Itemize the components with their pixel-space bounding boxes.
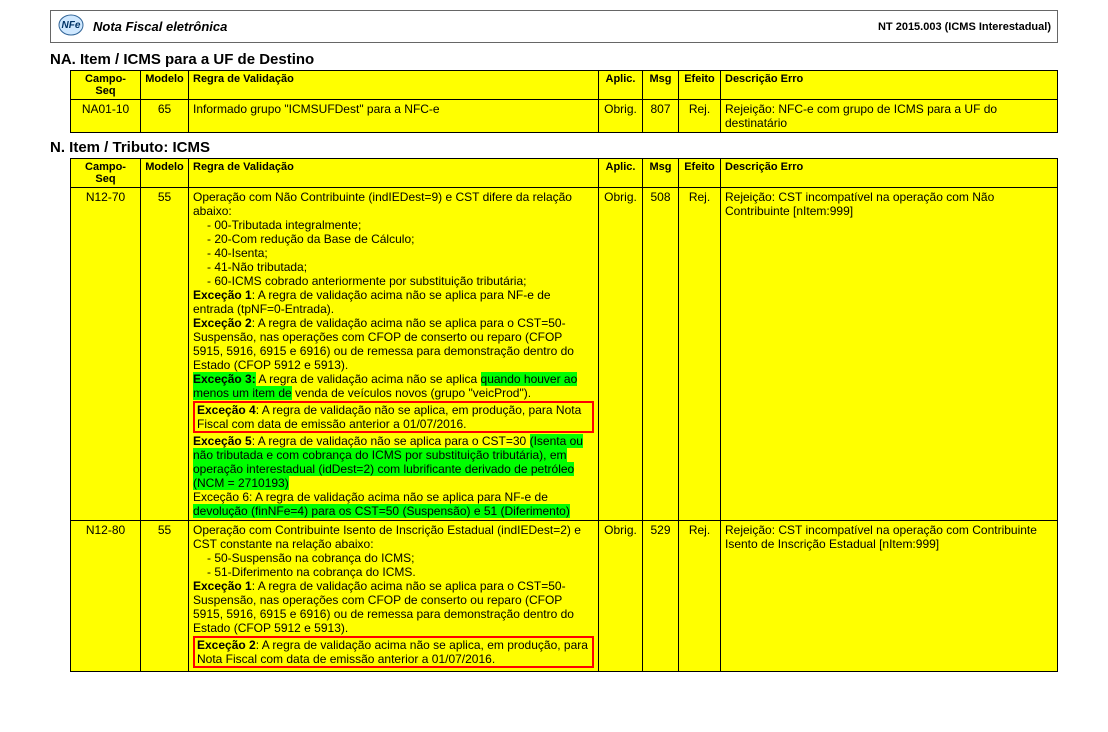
- section-na-title: NA. Item / ICMS para a UF de Destino: [50, 51, 1058, 68]
- cell-desc: Rejeição: CST incompatível na operação c…: [721, 188, 1058, 521]
- bullet: - 00-Tributada integralmente;: [193, 218, 594, 232]
- exception-3: Exceção 3: A regra de validação acima nã…: [193, 372, 594, 400]
- col-efeito: Efeito: [679, 71, 721, 100]
- cell-desc: Rejeição: CST incompatível na operação c…: [721, 521, 1058, 672]
- bullet: - 20-Com redução da Base de Cálculo;: [193, 232, 594, 246]
- table-n: Campo-Seq Modelo Regra de Validação Apli…: [70, 158, 1058, 672]
- col-efeito: Efeito: [679, 159, 721, 188]
- cell-desc: Rejeição: NFC-e com grupo de ICMS para a…: [721, 100, 1058, 133]
- exc2-text: : A regra de validação acima não se apli…: [197, 638, 588, 666]
- cell-aplic: Obrig.: [599, 521, 643, 672]
- col-aplic: Aplic.: [599, 71, 643, 100]
- cell-modelo: 55: [141, 188, 189, 521]
- exc5-label: Exceção 5: [193, 434, 252, 448]
- cell-msg: 807: [643, 100, 679, 133]
- exc4-label: Exceção 4: [197, 403, 256, 417]
- cell-campo: N12-70: [71, 188, 141, 521]
- regra-head: Operação com Contribuinte Isento de Insc…: [193, 523, 581, 551]
- cell-regra: Informado grupo "ICMSUFDest" para a NFC-…: [189, 100, 599, 133]
- svg-text:NFe: NFe: [62, 20, 81, 31]
- exc2-label: Exceção 2: [193, 316, 252, 330]
- col-modelo: Modelo: [141, 159, 189, 188]
- cell-modelo: 65: [141, 100, 189, 133]
- col-desc: Descrição Erro: [721, 71, 1058, 100]
- cell-modelo: 55: [141, 521, 189, 672]
- col-campo: Campo-Seq: [71, 71, 141, 100]
- col-regra: Regra de Validação: [189, 159, 599, 188]
- table-na: Campo-Seq Modelo Regra de Validação Apli…: [70, 70, 1058, 133]
- header-title: Nota Fiscal eletrônica: [93, 19, 227, 34]
- exception-2: Exceção 2: A regra de validação acima nã…: [193, 316, 594, 372]
- cell-regra: Operação com Contribuinte Isento de Insc…: [189, 521, 599, 672]
- exc3-label: Exceção 3:: [193, 372, 256, 386]
- exc5-text-a: : A regra de validação não se aplica par…: [252, 434, 530, 448]
- exception-6: Exceção 6: A regra de validação acima nã…: [193, 490, 594, 518]
- exception-1: Exceção 1: A regra de validação acima nã…: [193, 288, 594, 316]
- document-header: NFe Nota Fiscal eletrônica NT 2015.003 (…: [50, 10, 1058, 43]
- exception-5: Exceção 5: A regra de validação não se a…: [193, 434, 594, 490]
- cell-efeito: Rej.: [679, 521, 721, 672]
- header-nt: NT 2015.003 (ICMS Interestadual): [878, 21, 1051, 33]
- table-row: NA01-10 65 Informado grupo "ICMSUFDest" …: [71, 100, 1058, 133]
- col-modelo: Modelo: [141, 71, 189, 100]
- cell-msg: 529: [643, 521, 679, 672]
- regra-head: Operação com Não Contribuinte (indIEDest…: [193, 190, 572, 218]
- exception-4-redbox: Exceção 4: A regra de validação não se a…: [193, 401, 594, 433]
- col-msg: Msg: [643, 159, 679, 188]
- cell-efeito: Rej.: [679, 188, 721, 521]
- exc2-label: Exceção 2: [197, 638, 256, 652]
- col-aplic: Aplic.: [599, 159, 643, 188]
- cell-regra: Operação com Não Contribuinte (indIEDest…: [189, 188, 599, 521]
- bullet: - 50-Suspensão na cobrança do ICMS;: [193, 551, 594, 565]
- table-row: N12-70 55 Operação com Não Contribuinte …: [71, 188, 1058, 521]
- cell-aplic: Obrig.: [599, 100, 643, 133]
- col-desc: Descrição Erro: [721, 159, 1058, 188]
- exc6-text-a: Exceção 6: A regra de validação acima nã…: [193, 490, 548, 504]
- header-left: NFe Nota Fiscal eletrônica: [57, 13, 227, 40]
- col-msg: Msg: [643, 71, 679, 100]
- exc6-text-b: devolução (finNFe=4) para os CST=50 (Sus…: [193, 504, 570, 518]
- exc3-text-a: A regra de validação acima não se aplica: [256, 372, 481, 386]
- cell-efeito: Rej.: [679, 100, 721, 133]
- bullet: - 40-Isenta;: [193, 246, 594, 260]
- bullet: - 41-Não tributada;: [193, 260, 594, 274]
- exception-1: Exceção 1: A regra de validação acima nã…: [193, 579, 594, 635]
- bullet: - 60-ICMS cobrado anteriormente por subs…: [193, 274, 594, 288]
- bullet: - 51-Diferimento na cobrança do ICMS.: [193, 565, 594, 579]
- table-row: N12-80 55 Operação com Contribuinte Isen…: [71, 521, 1058, 672]
- cell-campo: N12-80: [71, 521, 141, 672]
- table-header-row: Campo-Seq Modelo Regra de Validação Apli…: [71, 71, 1058, 100]
- section-n-title: N. Item / Tributo: ICMS: [50, 139, 1058, 156]
- col-regra: Regra de Validação: [189, 71, 599, 100]
- cell-aplic: Obrig.: [599, 188, 643, 521]
- exception-2-redbox: Exceção 2: A regra de validação acima nã…: [193, 636, 594, 668]
- col-campo: Campo-Seq: [71, 159, 141, 188]
- cell-campo: NA01-10: [71, 100, 141, 133]
- nfe-logo-icon: NFe: [57, 13, 85, 40]
- exc3-text-c: venda de veículos novos (grupo "veicProd…: [292, 386, 531, 400]
- cell-msg: 508: [643, 188, 679, 521]
- exc1-label: Exceção 1: [193, 579, 252, 593]
- table-header-row: Campo-Seq Modelo Regra de Validação Apli…: [71, 159, 1058, 188]
- exc1-label: Exceção 1: [193, 288, 252, 302]
